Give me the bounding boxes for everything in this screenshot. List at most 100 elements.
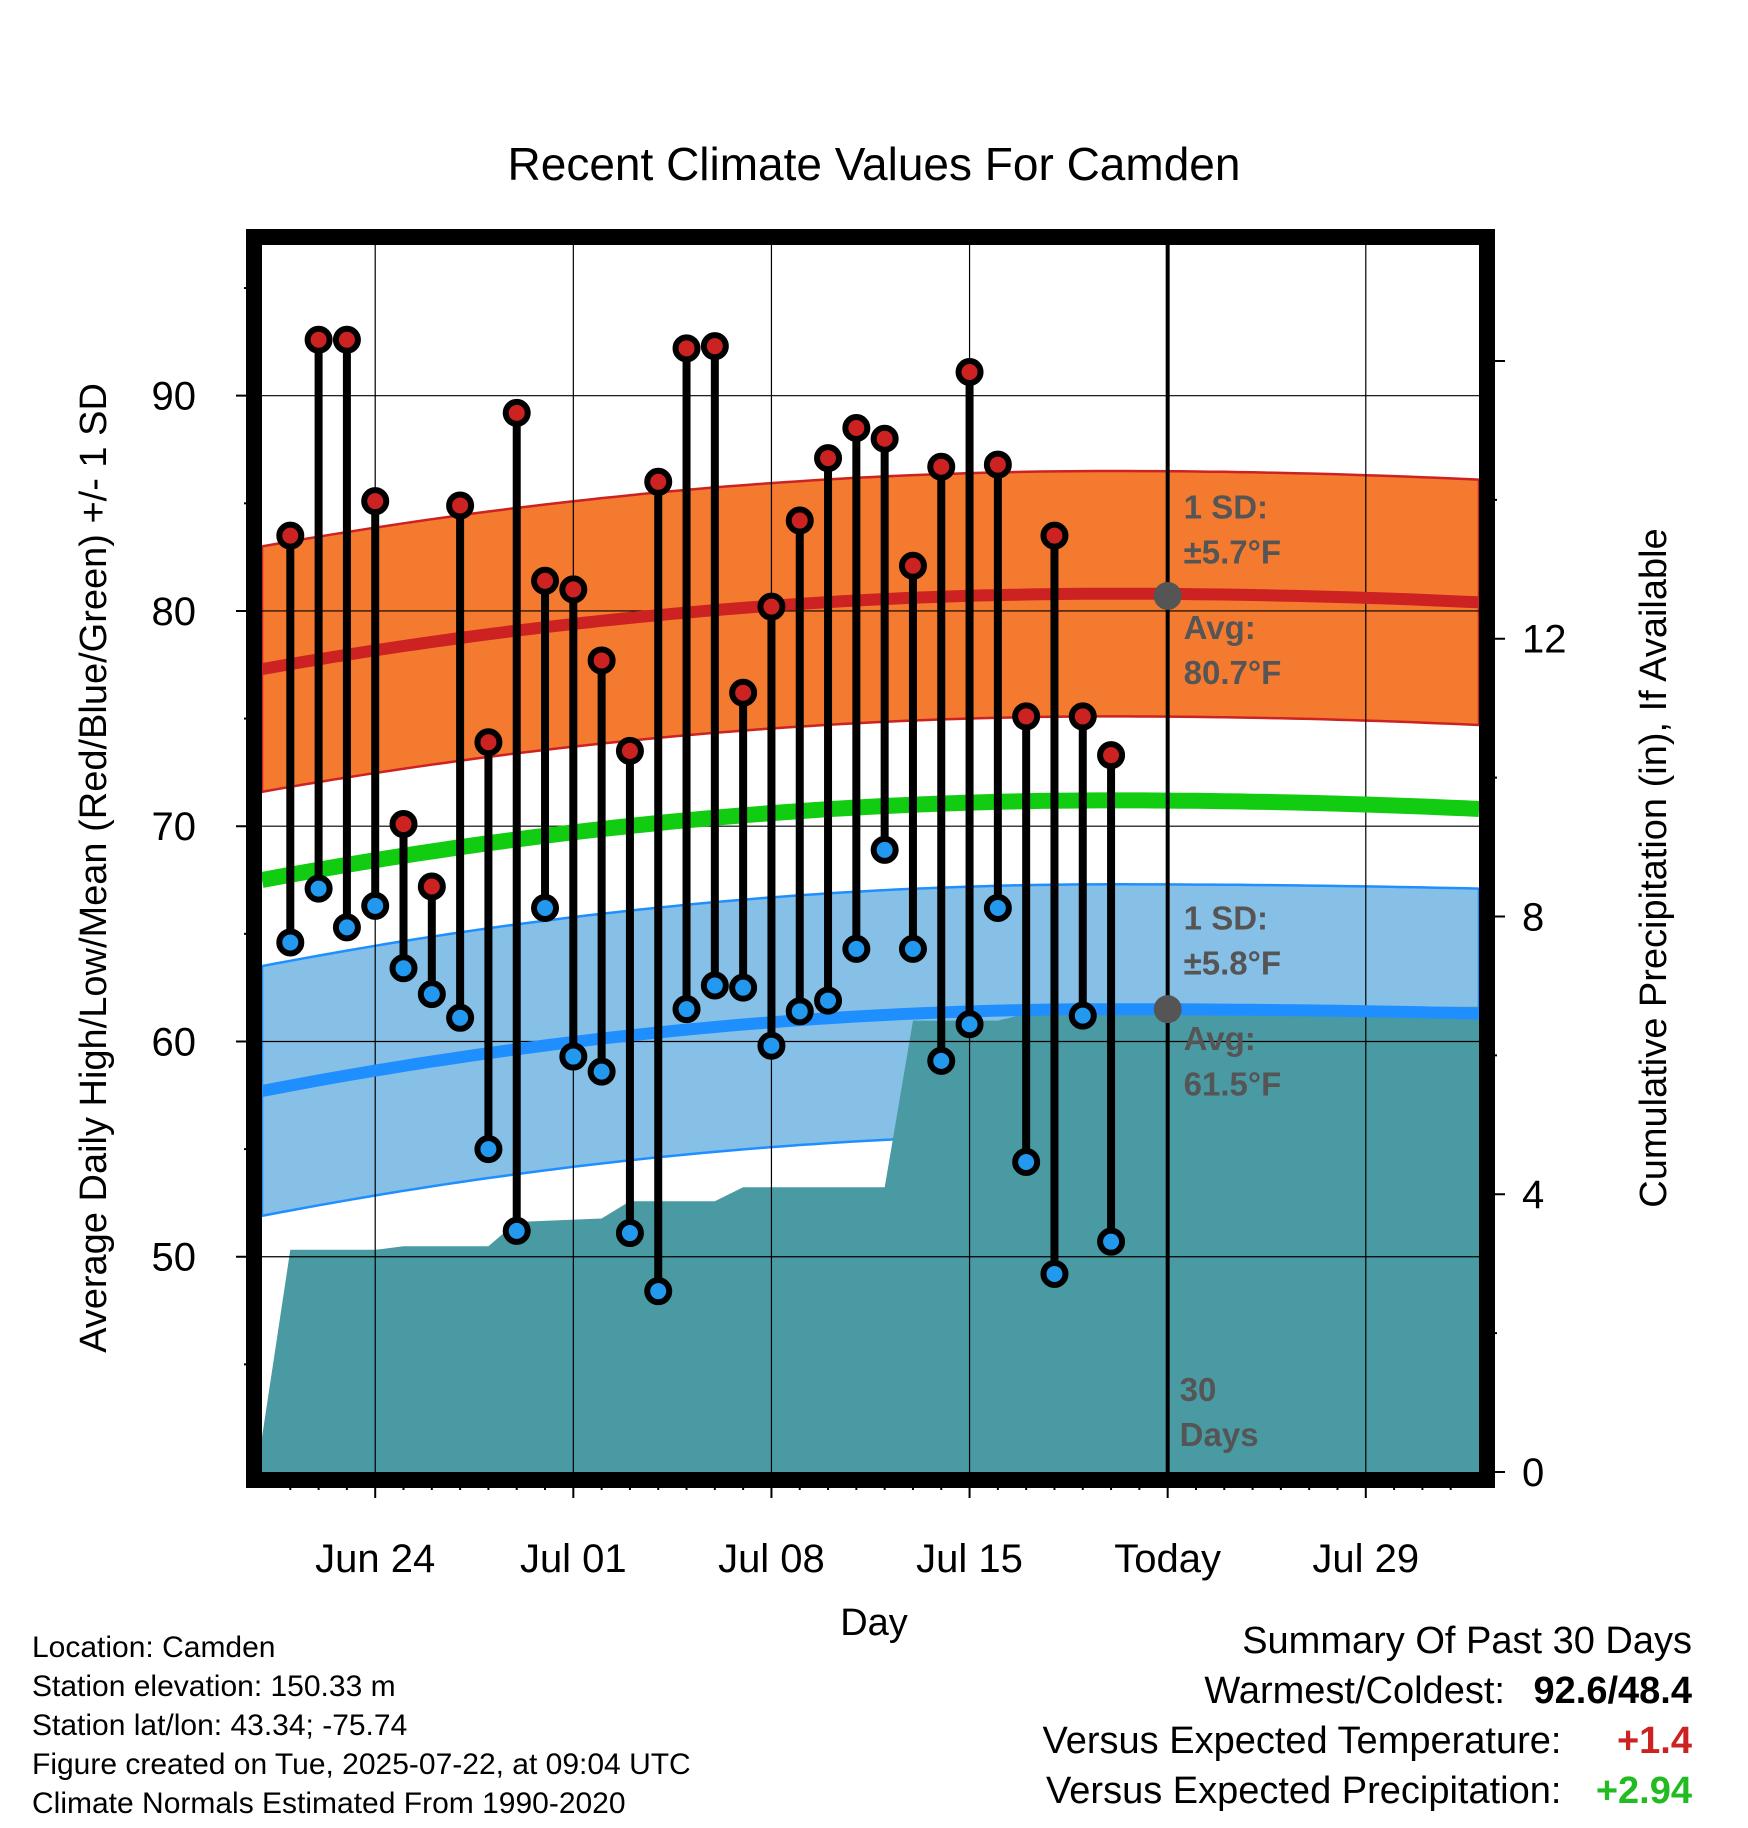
daily-high-point — [389, 810, 418, 839]
high-avg-value: 80.7°F — [1184, 654, 1282, 691]
days-word-label: Days — [1180, 1416, 1259, 1453]
daily-high-point — [785, 506, 814, 535]
y-axis-title: Average Daily High/Low/Mean (Red/Blue/Gr… — [73, 383, 115, 1353]
location-text: Location: Camden — [32, 1631, 276, 1664]
daily-low-point — [276, 928, 305, 957]
daily-high-point — [502, 398, 531, 427]
low-sd-value: ±5.8°F — [1184, 945, 1281, 982]
daily-low-point — [870, 835, 899, 864]
daily-high-point — [417, 872, 446, 901]
daily-high-point — [559, 575, 588, 604]
y2-tick-label: 8 — [1522, 895, 1544, 939]
y2-axis-title: Cumulative Precipitation (in), If Availa… — [1633, 528, 1675, 1207]
daily-low-point — [927, 1046, 956, 1075]
daily-low-point — [417, 980, 446, 1009]
daily-high-point — [446, 491, 475, 520]
x-tick-label: Today — [1114, 1537, 1221, 1581]
normals-text: Climate Normals Estimated From 1990-2020 — [32, 1787, 626, 1820]
daily-high-point — [672, 334, 701, 363]
daily-low-point — [842, 934, 871, 963]
days-count-label: 30 — [1180, 1371, 1217, 1408]
daily-high-point — [1012, 702, 1041, 731]
daily-low-point — [446, 1003, 475, 1032]
daily-low-point — [729, 973, 758, 1002]
daily-high-point — [842, 413, 871, 442]
summary-precip-row: Versus Expected Precipitation: +2.94 — [1043, 1770, 1692, 1820]
x-tick-label: Jul 15 — [916, 1537, 1023, 1581]
x-axis-title: Day — [840, 1602, 908, 1644]
high-avg-label: Avg: — [1184, 609, 1256, 646]
summary-temp-row: Versus Expected Temperature: +1.4 — [1043, 1720, 1692, 1770]
daily-low-point — [502, 1216, 531, 1245]
summary-heading: Summary Of Past 30 Days — [1242, 1620, 1692, 1662]
low-avg-marker — [1153, 995, 1182, 1024]
low-avg-label: Avg: — [1184, 1020, 1256, 1057]
daily-high-point — [1040, 521, 1069, 550]
daily-low-point — [757, 1031, 786, 1060]
y-tick-label: 50 — [152, 1236, 197, 1280]
station-info: Location: Camden Station elevation: 150.… — [32, 1628, 691, 1823]
high-avg-marker — [1153, 581, 1182, 610]
low-avg-value: 61.5°F — [1184, 1065, 1282, 1102]
x-tick-label: Jul 08 — [718, 1537, 825, 1581]
x-tick-label: Jun 24 — [315, 1537, 435, 1581]
daily-low-point — [644, 1277, 673, 1306]
daily-high-point — [332, 325, 361, 354]
daily-high-point — [1097, 741, 1126, 770]
daily-high-point — [700, 332, 729, 361]
daily-low-point — [1068, 1001, 1097, 1030]
daily-high-point — [927, 452, 956, 481]
y-tick-label: 70 — [152, 805, 197, 849]
daily-high-point — [361, 487, 390, 516]
daily-low-point — [1097, 1227, 1126, 1256]
created-text: Figure created on Tue, 2025-07-22, at 09… — [32, 1748, 691, 1781]
daily-high-point — [587, 646, 616, 675]
elevation-text: Station elevation: 150.33 m — [32, 1670, 396, 1703]
daily-low-point — [700, 971, 729, 1000]
precip-area — [262, 1006, 1479, 1472]
daily-low-point — [615, 1219, 644, 1248]
y-tick-label: 80 — [152, 590, 197, 634]
daily-low-point — [361, 891, 390, 920]
daily-low-point — [1012, 1148, 1041, 1177]
plot-frame — [246, 229, 1495, 1488]
summary-warmest-row: Warmest/Coldest: 92.6/48.4 — [1043, 1670, 1692, 1720]
daily-high-point — [814, 444, 843, 473]
daily-low-point — [955, 1010, 984, 1039]
daily-high-point — [644, 467, 673, 496]
y-tick-label: 60 — [152, 1020, 197, 1064]
daily-high-point — [531, 566, 560, 595]
daily-low-point — [559, 1042, 588, 1071]
temp-value: +1.4 — [1616, 1720, 1692, 1762]
x-tick-label: Jul 29 — [1312, 1537, 1419, 1581]
daily-high-point — [729, 678, 758, 707]
y2-tick-label: 0 — [1522, 1451, 1544, 1495]
chart-title: Recent Climate Values For Camden — [508, 138, 1241, 190]
daily-high-point — [983, 450, 1012, 479]
normal-high-line — [262, 587, 1479, 676]
daily-low-point — [474, 1135, 503, 1164]
normal-low-line — [262, 1003, 1479, 1097]
warmest-value: 92.6/48.4 — [1533, 1670, 1692, 1712]
daily-low-point — [304, 874, 333, 903]
daily-high-point — [870, 424, 899, 453]
plot-area: 1 SD: ±5.7°F Avg: 80.7°F 1 SD: ±5.8°F Avg: 61.5… — [152, 229, 1567, 1581]
y2-tick-label: 12 — [1522, 618, 1567, 662]
daily-high-point — [474, 728, 503, 757]
daily-high-point — [615, 736, 644, 765]
daily-low-point — [531, 894, 560, 923]
daily-high-point — [304, 325, 333, 354]
high-sd-value: ±5.7°F — [1184, 534, 1281, 571]
daily-low-point — [672, 995, 701, 1024]
y-tick-label: 90 — [152, 375, 197, 419]
low-sd-label: 1 SD: — [1184, 900, 1268, 937]
warmest-label: Warmest/Coldest: — [1204, 1670, 1505, 1712]
daily-high-point — [757, 592, 786, 621]
daily-high-point — [276, 521, 305, 550]
high-sd-label: 1 SD: — [1184, 488, 1268, 525]
temp-label: Versus Expected Temperature: — [1042, 1720, 1562, 1762]
daily-high-point — [1068, 702, 1097, 731]
daily-high-point — [898, 551, 927, 580]
daily-low-point — [814, 986, 843, 1015]
